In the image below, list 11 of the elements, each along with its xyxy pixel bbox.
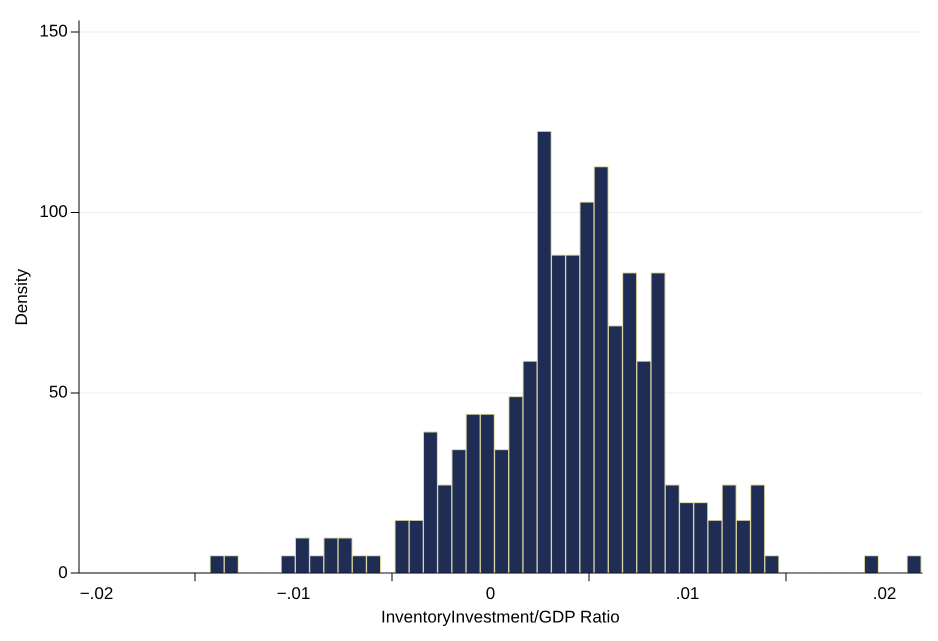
x-axis-title: InventoryInvestment/GDP Ratio bbox=[381, 607, 620, 626]
y-tick-label: 100 bbox=[39, 202, 68, 222]
x-tick-label: −.02 bbox=[80, 584, 114, 604]
y-axis-title: Density bbox=[12, 268, 31, 326]
y-tick-label: 50 bbox=[48, 382, 68, 402]
y-tick-label: 150 bbox=[39, 22, 68, 41]
x-tick-label: .02 bbox=[872, 584, 896, 604]
x-tick-label: 0 bbox=[486, 584, 496, 604]
y-tick-label: 0 bbox=[58, 562, 68, 582]
x-tick-label: −.01 bbox=[276, 584, 310, 604]
x-tick-label: .01 bbox=[676, 584, 700, 604]
